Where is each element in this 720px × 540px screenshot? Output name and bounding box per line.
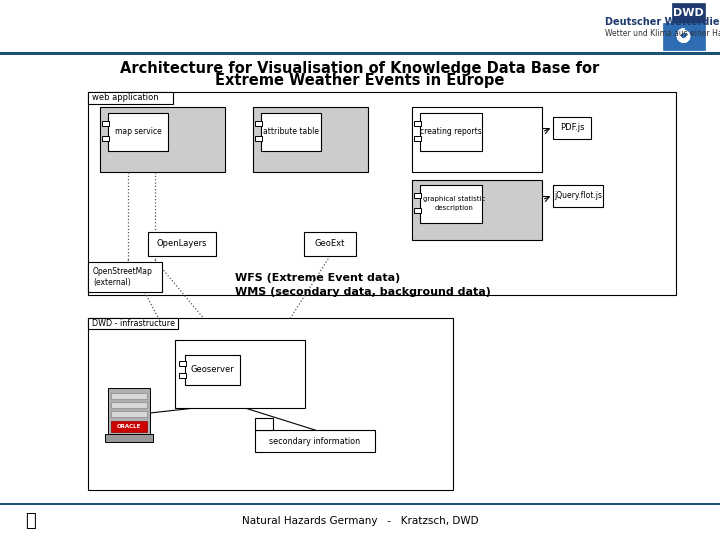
Bar [185, 355, 240, 385]
Bar [255, 418, 273, 430]
Text: graphical statistic: graphical statistic [423, 196, 485, 202]
Text: GeoExt: GeoExt [315, 240, 345, 248]
Bar [255, 430, 375, 452]
Bar [148, 232, 216, 256]
Text: 🦅: 🦅 [24, 512, 35, 530]
Bar [111, 393, 147, 399]
Text: Wetter und Klima aus einer Hand: Wetter und Klima aus einer Hand [605, 29, 720, 37]
Text: Natural Hazards Germany   -   Kratzsch, DWD: Natural Hazards Germany - Kratzsch, DWD [242, 516, 478, 526]
Bar [88, 318, 453, 490]
Text: Deutscher Wetterdienst: Deutscher Wetterdienst [605, 17, 720, 27]
Bar [175, 340, 305, 408]
Bar [663, 23, 705, 50]
Bar [105, 434, 153, 442]
Text: secondary information: secondary information [269, 436, 361, 446]
Bar [414, 193, 421, 198]
Text: ORACLE: ORACLE [117, 423, 141, 429]
Text: (external): (external) [93, 278, 131, 287]
Bar [255, 136, 262, 141]
Text: DWD - infrastructure: DWD - infrastructure [92, 320, 175, 328]
Bar [88, 92, 676, 295]
Bar [111, 402, 147, 408]
Bar [261, 113, 321, 151]
Bar [0, 503, 720, 505]
Text: OpenStreetMap: OpenStreetMap [93, 267, 153, 276]
Bar [111, 421, 147, 432]
Bar [0, 52, 720, 55]
Bar [420, 185, 482, 223]
Bar [414, 136, 421, 141]
Bar [553, 117, 591, 139]
Bar [88, 262, 162, 292]
Bar [304, 232, 356, 256]
Bar [412, 180, 542, 240]
Text: map service: map service [114, 127, 161, 137]
Text: description: description [435, 205, 474, 211]
Bar [102, 136, 109, 141]
Bar [179, 373, 186, 378]
Text: OpenLayers: OpenLayers [157, 240, 207, 248]
Text: Architecture for Visualisation of Knowledge Data Base for: Architecture for Visualisation of Knowle… [120, 60, 600, 76]
Bar [253, 107, 368, 172]
Bar [108, 113, 168, 151]
Bar [100, 107, 225, 172]
Text: WMS (secondary data, background data): WMS (secondary data, background data) [235, 287, 491, 297]
Bar [414, 121, 421, 126]
Text: PDF.js: PDF.js [559, 124, 584, 132]
Text: attribute table: attribute table [263, 127, 319, 137]
Text: Geoserver: Geoserver [191, 366, 235, 375]
Text: DWD: DWD [672, 8, 703, 18]
Bar [88, 318, 178, 329]
Bar [179, 361, 186, 366]
Text: Extreme Weather Events in Europe: Extreme Weather Events in Europe [215, 72, 505, 87]
Bar [108, 388, 150, 436]
Bar [102, 121, 109, 126]
Text: creating reports: creating reports [420, 127, 482, 137]
Text: jQuery.flot.js: jQuery.flot.js [554, 192, 602, 200]
Bar [111, 411, 147, 417]
Bar [255, 121, 262, 126]
Bar [88, 92, 173, 104]
Text: WFS (Extreme Event data): WFS (Extreme Event data) [235, 273, 400, 283]
Bar [412, 107, 542, 172]
Bar [553, 185, 603, 207]
Bar [414, 208, 421, 213]
Bar [672, 3, 705, 23]
Bar [420, 113, 482, 151]
Text: web application: web application [92, 93, 158, 103]
